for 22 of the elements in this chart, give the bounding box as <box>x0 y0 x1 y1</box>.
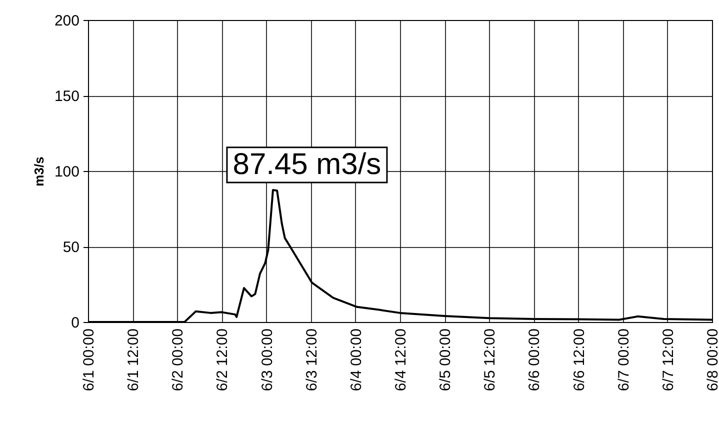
x-tick-label: 6/3 12:00 <box>303 328 320 392</box>
y-tick-label: 200 <box>54 12 80 30</box>
x-tick-label: 6/1 12:00 <box>125 328 142 392</box>
annotation: 87.45 m3/s <box>232 148 382 181</box>
x-tick-label: 6/4 12:00 <box>392 328 410 392</box>
x-tick-label: 6/1 00:00 <box>80 328 98 392</box>
x-tick-label: 6/8 00:00 <box>704 328 719 392</box>
y-axis-title: m3/s <box>31 156 46 186</box>
y-tick-label: 100 <box>54 164 80 180</box>
y-tick-label: 50 <box>62 239 80 256</box>
x-tick-label: 6/5 00:00 <box>437 328 454 392</box>
x-tick-label: 6/7 00:00 <box>615 328 632 392</box>
x-tick-label: 6/2 00:00 <box>170 328 187 392</box>
x-tick-label: 6/7 12:00 <box>660 328 677 392</box>
x-tick-label: 6/6 12:00 <box>570 328 588 392</box>
y-tick-label: 150 <box>54 88 80 105</box>
x-tick-label: 6/6 00:00 <box>526 328 544 392</box>
x-tick-label: 6/5 12:00 <box>482 328 499 392</box>
x-tick-label: 6/2 12:00 <box>214 328 232 392</box>
x-tick-label: 6/4 00:00 <box>348 328 365 392</box>
x-tick-label: 6/3 00:00 <box>258 328 276 392</box>
y-tick-label: 0 <box>71 314 80 332</box>
